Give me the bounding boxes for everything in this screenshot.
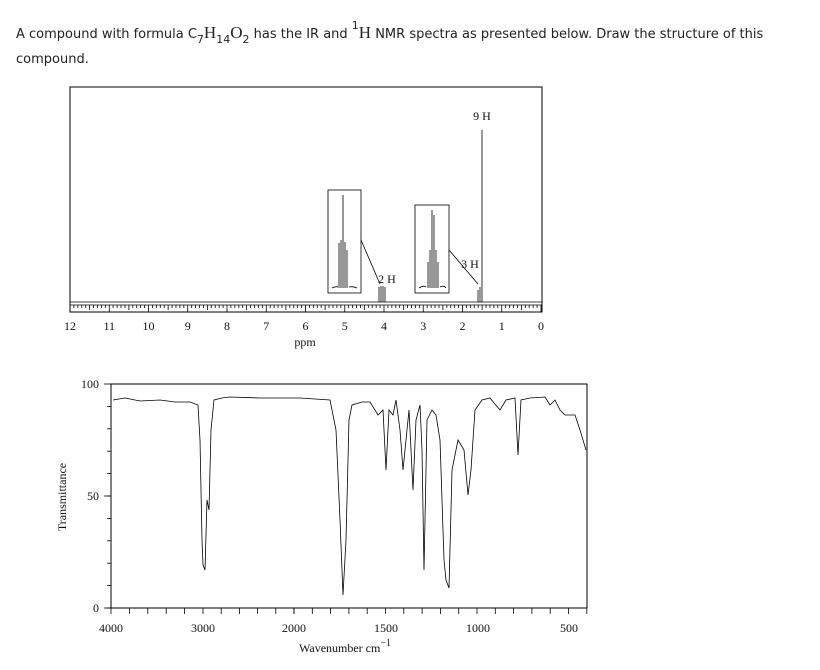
axis-label: 10 — [143, 319, 155, 333]
nmr-ruler-ticks — [69, 305, 542, 312]
axis-label: 100 — [81, 377, 99, 391]
axis-title: ppm — [294, 335, 316, 349]
axis-label: 2 — [460, 319, 466, 333]
nmr-peak — [477, 130, 483, 302]
superscript: 1 — [351, 19, 359, 32]
nmr-peak — [378, 286, 386, 302]
ir-frame — [110, 383, 588, 609]
text: H — [203, 23, 217, 42]
inset-box — [327, 189, 362, 294]
axis-label: 0 — [93, 601, 99, 615]
axis-label: 1 — [499, 319, 505, 333]
inset-peak — [331, 195, 358, 289]
axis-label: 7 — [263, 319, 269, 333]
nmr-axis-labels: 12 11 10 9 8 7 6 5 4 3 2 1 0 — [64, 319, 544, 333]
axis-label: 3000 — [191, 621, 215, 635]
axis-label: 5 — [342, 319, 348, 333]
subscript: 2 — [242, 33, 250, 46]
axis-title: Wavenumber cm−1 — [299, 638, 391, 655]
inset-peak — [418, 210, 447, 289]
text: has the IR and — [249, 27, 352, 42]
ir-trace — [112, 396, 587, 596]
axis-title-text: Wavenumber cm — [299, 641, 381, 655]
axis-label: 4000 — [99, 621, 123, 635]
question: A compound with formula C7H14O2 has the … — [16, 20, 806, 72]
pointer — [448, 249, 479, 285]
nmr-spectrum: 9 H 3 H 2 H 12 11 10 9 8 7 6 5 4 3 2 1 0 ppm — [64, 86, 544, 349]
ir-ticks — [104, 383, 588, 614]
nmr-frame — [69, 86, 543, 313]
text: O — [230, 23, 243, 42]
peak-label: 2 H — [378, 272, 396, 286]
axis-label: 1000 — [466, 621, 490, 635]
axis-label: 1500 — [374, 621, 398, 635]
axis-label: 500 — [560, 621, 578, 635]
pointer — [360, 239, 381, 285]
axis-label: 2000 — [282, 621, 306, 635]
axis-title: Transmittance — [55, 463, 69, 531]
text: NMR spectra as presented below. Draw the… — [16, 27, 764, 67]
subscript: 14 — [216, 33, 231, 46]
axis-label: 8 — [224, 319, 230, 333]
axis-label: 6 — [303, 319, 309, 333]
peak-label: 3 H — [461, 257, 479, 271]
axis-label: 12 — [64, 319, 76, 333]
axis-label: 0 — [538, 319, 544, 333]
axis-label: 11 — [103, 319, 115, 333]
text: H — [358, 23, 372, 42]
text: A compound with formula C — [16, 27, 197, 42]
axis-label: 50 — [87, 489, 99, 503]
axis-label: 4 — [381, 319, 387, 333]
subscript: 7 — [196, 33, 204, 46]
peak-label: 9 H — [473, 109, 491, 123]
inset-box — [414, 204, 450, 294]
axis-title-sup: −1 — [380, 638, 391, 649]
axis-label: 3 — [420, 319, 426, 333]
axis-label: 9 — [185, 319, 191, 333]
